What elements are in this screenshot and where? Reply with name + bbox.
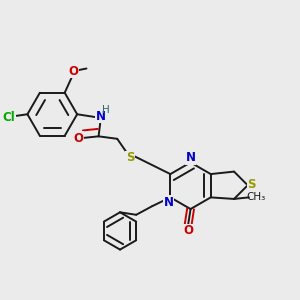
Text: O: O	[183, 224, 193, 237]
Text: N: N	[186, 151, 196, 164]
Text: S: S	[126, 151, 134, 164]
Text: Cl: Cl	[2, 111, 15, 124]
Text: N: N	[96, 110, 106, 123]
Text: CH₃: CH₃	[246, 192, 266, 202]
Text: S: S	[247, 178, 256, 190]
Text: N: N	[164, 196, 174, 209]
Text: O: O	[68, 65, 78, 78]
Text: H: H	[102, 105, 110, 115]
Text: O: O	[74, 132, 84, 145]
